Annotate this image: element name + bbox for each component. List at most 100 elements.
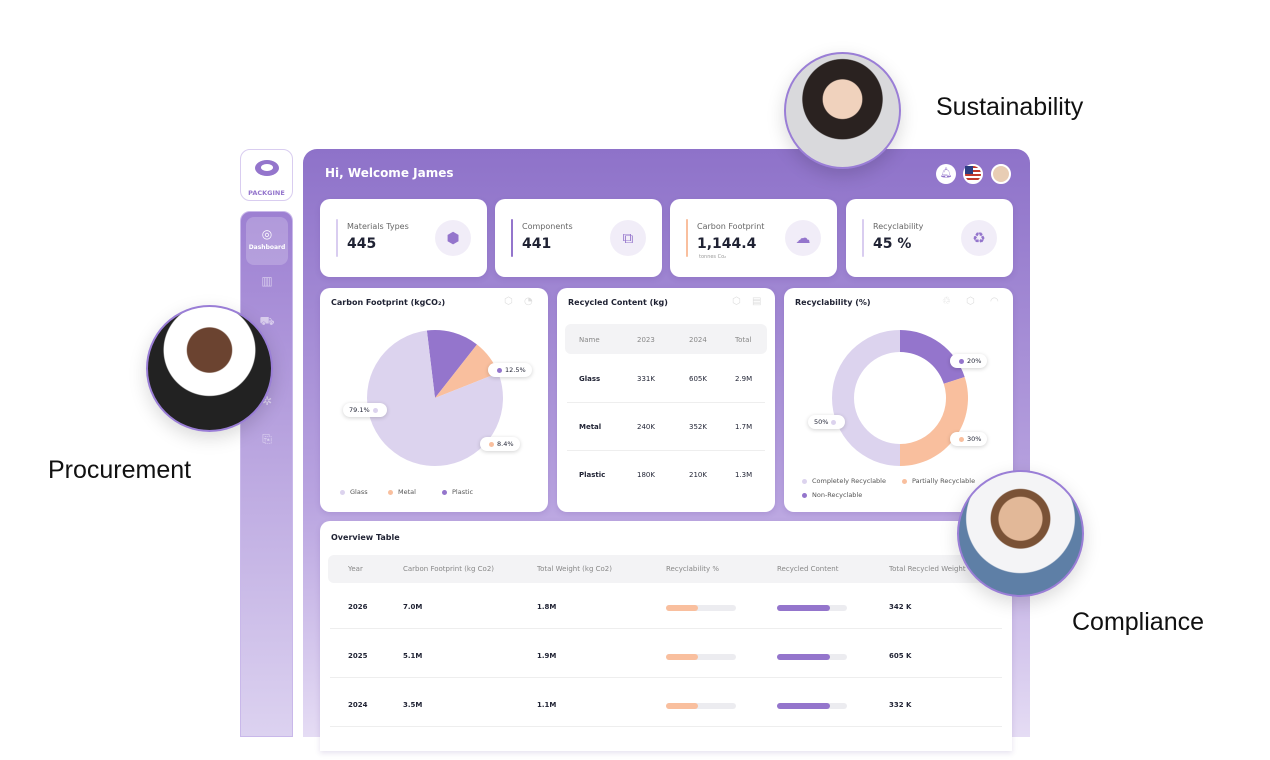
table-cell: 2.9M (735, 375, 753, 383)
pie-label-plastic: 12.5% (488, 363, 532, 377)
role-sustainability: Sustainability (936, 93, 1084, 121)
carbon-cell: 5.1M (403, 652, 423, 660)
column-header: 2023 (637, 336, 655, 344)
accent-bar (862, 219, 864, 257)
legend-glass: Glass (340, 488, 368, 496)
stat-value: 445 (347, 236, 377, 252)
recycle-icon: ♻ (961, 220, 997, 256)
slice-metal[interactable] (435, 344, 499, 398)
co2-cloud-icon: ☁ (785, 220, 821, 256)
pie-label-metal: 8.4% (480, 437, 520, 451)
stat-label: Recyclability (873, 222, 924, 231)
brand-logo[interactable]: PACKGINE (240, 149, 293, 201)
sidebar-item-dashboard[interactable]: ◎ Dashboard (246, 217, 288, 265)
cube-icon[interactable]: ⬡ (504, 296, 513, 307)
stat-label: Carbon Footprint (697, 222, 765, 231)
pie-label-glass: 79.1% (343, 403, 387, 417)
slice-partially-recyclable[interactable] (900, 376, 968, 466)
carbon-pie-chart (367, 330, 503, 466)
cart-icon[interactable]: ⛟ (259, 314, 275, 328)
carbon-cell: 3.5M (403, 701, 423, 709)
legend-metal: Metal (388, 488, 416, 496)
column-header: Total (735, 336, 752, 344)
recycled-weight-cell: 342 K (889, 603, 912, 611)
recycle-icon[interactable]: ♲ (942, 296, 951, 307)
recycled-weight-cell: 332 K (889, 701, 912, 709)
stat-label: Components (522, 222, 573, 231)
logo-mark-icon (254, 160, 279, 176)
donut-label-non: 20% (950, 354, 988, 368)
table-cell: 331K (637, 375, 655, 383)
gear-icon[interactable]: ✲ (261, 394, 273, 408)
column-header: Carbon Footprint (kg Co2) (403, 565, 495, 573)
weight-cell: 1.1M (537, 701, 557, 709)
table-icon[interactable]: ▤ (752, 296, 762, 307)
recycled-content-card: Recycled Content (kg) ⬡ ▤ Name 2023 2024 To… (557, 288, 775, 512)
carbon-footprint-card: Carbon Footprint (kgCO₂) ⬡ ◔ 12.5% 8.4% … (320, 288, 548, 512)
column-header: Year (348, 565, 363, 573)
recycled-content-progress (777, 654, 847, 660)
recycled-content-progress (777, 703, 847, 709)
legend-plastic: Plastic (442, 488, 473, 496)
puzzle-icon: ⧉ (610, 220, 646, 256)
year-cell: 2024 (348, 701, 368, 709)
table-cell: 1.3M (735, 471, 753, 479)
overview-table-card: Overview Table Year Carbon Footprint (kg … (320, 521, 1012, 751)
cubes-icon: ⬢ (435, 220, 471, 256)
accent-bar (336, 219, 338, 257)
year-cell: 2025 (348, 652, 368, 660)
bell-icon[interactable]: 🔔︎ (936, 164, 956, 184)
stat-value: 45 % (873, 236, 912, 252)
stat-value: 1,144.4 (697, 236, 757, 252)
table-cell: Metal (579, 423, 602, 431)
building-icon[interactable]: ▥ (261, 274, 273, 288)
recycled-content-progress (777, 605, 847, 611)
table-cell: 352K (689, 423, 707, 431)
column-header: Recycled Content (777, 565, 839, 573)
table-cell: 240K (637, 423, 655, 431)
recyclability-progress (666, 703, 736, 709)
carbon-cell: 7.0M (403, 603, 423, 611)
user-avatar[interactable] (991, 164, 1011, 184)
stat-label: Materials Types (347, 222, 409, 231)
table-cell: 605K (689, 375, 707, 383)
slice-plastic[interactable] (426, 330, 477, 398)
sustainability-persona-photo (784, 52, 901, 169)
column-header: 2024 (689, 336, 707, 344)
legend-non: Non-Recyclable (802, 491, 862, 499)
donut-label-partial: 30% (950, 432, 988, 446)
slice-glass[interactable] (367, 330, 503, 466)
recyclability-progress (666, 654, 736, 660)
recycled-weight-cell: 605 K (889, 652, 912, 660)
table-cell: 210K (689, 471, 707, 479)
recyclability-donut-chart (832, 330, 968, 466)
accent-bar (686, 219, 688, 257)
procurement-persona-photo (146, 305, 273, 432)
stat-card[interactable]: Components 441 ⧉ (495, 199, 662, 277)
stat-value: 441 (522, 236, 552, 252)
slice-completely-recyclable[interactable] (832, 330, 900, 466)
compliance-persona-photo (957, 470, 1084, 597)
legend-partially: Partially Recyclable (902, 477, 975, 485)
stat-unit: tonnes Co₂ (699, 254, 727, 260)
table-cell: 1.7M (735, 423, 753, 431)
gauge-icon[interactable]: ◠ (990, 296, 999, 307)
donut-label-complete: 50% (808, 415, 846, 429)
cube-icon[interactable]: ⬡ (732, 296, 741, 307)
recyclability-progress (666, 605, 736, 611)
stat-card[interactable]: Recyclability 45 % ♻ (846, 199, 1013, 277)
role-procurement: Procurement (48, 456, 192, 484)
column-header: Total Weight (kg Co2) (537, 565, 612, 573)
cube-icon[interactable]: ⬡ (966, 296, 975, 307)
stat-card[interactable]: Carbon Footprint 1,144.4 tonnes Co₂ ☁ (670, 199, 837, 277)
welcome-heading: Hi, Welcome James (325, 166, 454, 180)
column-header: Total Recycled Weight (889, 565, 966, 573)
document-search-icon[interactable]: ⎘ (262, 432, 272, 446)
slice-non-recyclable[interactable] (900, 330, 965, 384)
stat-card[interactable]: Materials Types 445 ⬢ (320, 199, 487, 277)
weight-cell: 1.8M (537, 603, 557, 611)
accent-bar (511, 219, 513, 257)
pie-chart-icon[interactable]: ◔ (524, 296, 533, 307)
weight-cell: 1.9M (537, 652, 557, 660)
us-flag-icon[interactable] (963, 164, 983, 184)
